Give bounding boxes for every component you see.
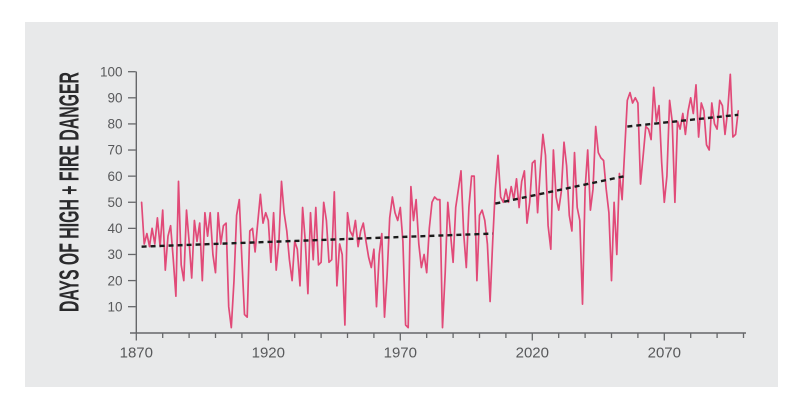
y-tick-label: 20 — [107, 273, 122, 288]
x-tick-label: 2020 — [516, 345, 549, 362]
series-line — [140, 73, 740, 329]
y-axis-title: DAYS OF HIGH + FIRE DANGER — [54, 72, 85, 312]
y-tick-label: 100 — [100, 64, 123, 79]
y-tick-label: 40 — [107, 221, 122, 236]
y-tick-label: 90 — [107, 91, 122, 106]
x-tick-label: 2070 — [648, 345, 681, 362]
x-tick-label: 1870 — [120, 345, 153, 362]
y-tick-label: 30 — [107, 247, 122, 262]
trend-segment — [141, 232, 493, 248]
x-tick-label: 1920 — [252, 345, 285, 362]
trend-segment — [627, 113, 739, 128]
y-tick-label: 50 — [107, 195, 122, 210]
y-tick-label: 70 — [107, 143, 122, 158]
trend-segment — [495, 174, 625, 205]
y-tick-label: 80 — [107, 117, 122, 132]
chart-panel — [25, 22, 778, 387]
y-tick-label: 10 — [107, 299, 122, 314]
x-tick-label: 1970 — [384, 345, 417, 362]
y-tick-label: 60 — [107, 169, 122, 184]
